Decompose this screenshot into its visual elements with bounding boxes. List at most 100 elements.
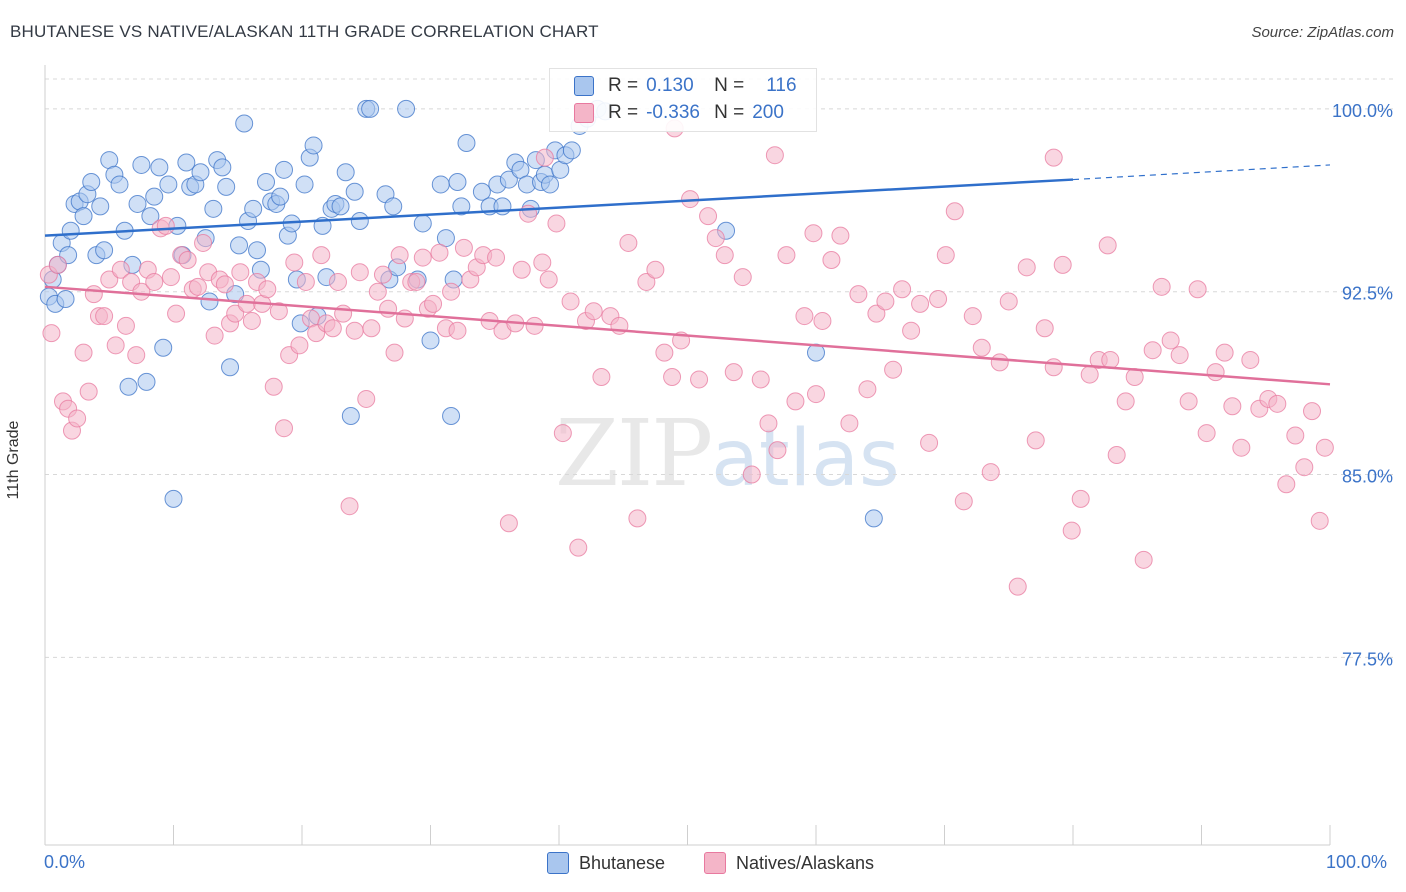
point-natives: [1071, 489, 1090, 508]
point-natives: [742, 465, 761, 484]
point-bhutanese: [541, 175, 560, 194]
point-natives: [1116, 392, 1135, 411]
point-natives: [296, 272, 315, 291]
point-natives: [1170, 346, 1189, 365]
point-natives: [1215, 343, 1234, 362]
point-natives: [619, 233, 638, 252]
point-natives: [1268, 394, 1287, 413]
point-natives: [945, 202, 964, 221]
series-legend: Bhutanese Natives/Alaskans: [0, 852, 1406, 878]
point-natives: [533, 253, 552, 272]
point-natives: [84, 285, 103, 304]
point-natives: [1310, 511, 1329, 530]
point-natives: [765, 146, 784, 165]
point-natives: [231, 263, 250, 282]
point-natives: [178, 251, 197, 269]
series-bhutanese: [39, 99, 883, 528]
y-tick-label: 100.0%: [1332, 101, 1393, 121]
point-bhutanese: [275, 160, 294, 179]
legend-label-natives: Natives/Alaskans: [736, 852, 875, 873]
point-natives: [1206, 363, 1225, 382]
point-natives: [807, 385, 825, 404]
point-natives: [1295, 458, 1314, 477]
point-natives: [68, 409, 87, 428]
point-bhutanese: [128, 194, 147, 213]
legend-item-natives[interactable]: Natives/Alaskans: [704, 852, 874, 874]
point-bhutanese: [230, 236, 249, 255]
legend-n-label: N =: [714, 102, 745, 123]
point-natives: [74, 343, 93, 362]
point-natives: [1101, 350, 1120, 369]
point-natives: [1143, 341, 1162, 360]
point-natives: [539, 270, 558, 289]
point-natives: [442, 282, 461, 301]
point-natives: [1303, 402, 1322, 421]
legend-n-value: 116: [766, 75, 797, 96]
point-natives: [205, 326, 224, 345]
point-bhutanese: [271, 187, 290, 206]
point-natives: [893, 280, 912, 299]
axes: [44, 65, 1331, 846]
point-natives: [786, 392, 805, 411]
point-bhutanese: [413, 214, 432, 233]
point-natives: [111, 260, 130, 279]
point-natives: [525, 316, 544, 335]
point-natives: [768, 441, 787, 460]
point-natives: [1098, 236, 1117, 255]
point-natives: [831, 226, 850, 245]
legend-n-value: 200: [752, 102, 784, 123]
point-natives: [1035, 319, 1054, 338]
point-bhutanese: [257, 173, 276, 191]
grid-lines: [45, 78, 1395, 658]
point-natives: [706, 229, 725, 248]
point-natives: [127, 346, 146, 365]
point-natives: [312, 246, 331, 265]
point-natives: [448, 321, 467, 340]
legend-item-bhutanese[interactable]: Bhutanese: [547, 852, 665, 874]
point-bhutanese: [499, 170, 518, 189]
point-natives: [954, 492, 973, 511]
point-bhutanese: [141, 207, 160, 226]
point-natives: [911, 294, 930, 313]
point-bhutanese: [864, 509, 883, 528]
point-natives: [48, 255, 67, 274]
point-bhutanese: [159, 175, 178, 194]
point-natives: [822, 251, 841, 269]
legend-r-value: -0.336: [646, 102, 700, 123]
trend-line-natives: [44, 285, 1331, 386]
point-natives: [1107, 446, 1126, 464]
point-natives: [547, 214, 566, 233]
point-natives: [867, 304, 886, 323]
point-natives: [385, 343, 404, 362]
point-natives: [188, 277, 207, 296]
point-natives: [920, 433, 939, 452]
watermark: ZIPatlas: [555, 400, 900, 507]
point-bhutanese: [91, 197, 110, 216]
point-natives: [357, 389, 376, 408]
point-bhutanese: [61, 221, 80, 240]
point-bhutanese: [336, 163, 355, 182]
point-natives: [499, 514, 518, 533]
point-natives: [323, 319, 342, 338]
point-natives: [990, 353, 1009, 372]
point-natives: [963, 307, 982, 326]
point-natives: [362, 319, 381, 338]
point-natives: [132, 282, 151, 301]
point-natives: [413, 248, 432, 267]
point-natives: [690, 370, 709, 389]
point-bhutanese: [204, 199, 223, 218]
y-tick-labels: 77.5% 85.0% 92.5% 100.0%: [1332, 101, 1393, 669]
point-natives: [106, 336, 125, 355]
point-bhutanese: [431, 175, 450, 194]
point-natives: [1053, 255, 1072, 274]
point-natives: [751, 370, 770, 389]
point-natives: [167, 304, 186, 323]
point-natives: [1062, 521, 1081, 540]
point-natives: [258, 280, 277, 299]
point-natives: [724, 363, 743, 382]
point-natives: [1241, 350, 1260, 369]
point-natives: [1286, 426, 1305, 445]
point-natives: [215, 275, 234, 294]
point-natives: [161, 268, 180, 287]
point-bhutanese: [384, 197, 403, 216]
